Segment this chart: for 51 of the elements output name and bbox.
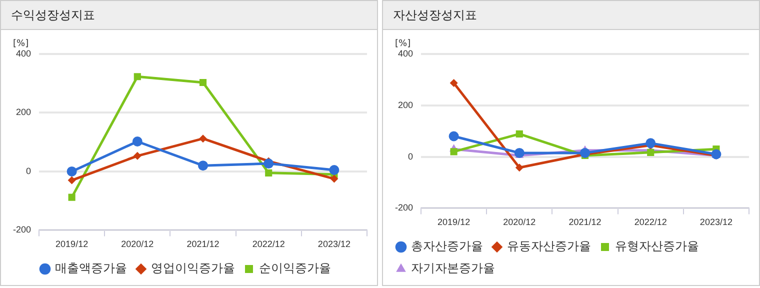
point (199, 78, 207, 86)
point (264, 158, 274, 169)
legend-label: 순이익증가율 (259, 261, 331, 276)
point (646, 138, 656, 148)
point (450, 148, 458, 156)
y-tick-label: 0 (408, 151, 414, 162)
point (199, 134, 208, 143)
y-tick-label: 0 (26, 166, 32, 176)
legend-label: 총자산증가율 (411, 239, 483, 254)
point (68, 194, 76, 201)
point (134, 73, 141, 80)
y-tick-label: 400 (16, 48, 32, 58)
y-tick-label: -200 (13, 224, 32, 235)
chart-title: 수익성장성지표 (1, 1, 377, 30)
point (198, 160, 208, 171)
x-tick-label: 2021/12 (186, 239, 220, 250)
point (515, 164, 524, 172)
y-axis-title: [%] (395, 38, 411, 49)
point (448, 131, 459, 142)
y-axis-title: [%] (13, 38, 29, 49)
x-tick-label: 2021/12 (568, 217, 602, 228)
x-tick-label: 2022/12 (252, 239, 285, 250)
chart-title: 자산성장성지표 (383, 1, 759, 30)
y-tick-label: 200 (398, 100, 414, 110)
point (330, 174, 338, 183)
x-tick-label: 2023/12 (700, 217, 732, 228)
x-tick-label: 2022/12 (634, 217, 667, 228)
point (514, 148, 524, 158)
point (265, 169, 272, 176)
x-tick-label: 2023/12 (318, 239, 350, 250)
x-tick-label: 2020/12 (121, 239, 154, 250)
point (68, 176, 76, 184)
y-tick-label: 400 (398, 48, 414, 58)
legend-label: 유형자산증가율 (615, 239, 699, 254)
y-tick-label: -200 (395, 202, 414, 213)
x-tick-label: 2019/12 (56, 239, 88, 250)
legend-label: 매출액증가율 (55, 261, 127, 276)
point (133, 152, 142, 160)
legend-label: 유동자산증가율 (507, 239, 591, 254)
legend-label: 영업이익증가율 (151, 261, 235, 276)
point (647, 148, 654, 156)
point (132, 136, 142, 147)
point (66, 166, 77, 176)
point (580, 148, 590, 158)
point (516, 130, 523, 138)
x-tick-label: 2019/12 (438, 217, 470, 228)
x-tick-label: 2020/12 (503, 217, 536, 228)
y-tick-label: 200 (16, 107, 32, 118)
point (329, 165, 340, 175)
legend-label: 자기자본증가율 (411, 261, 495, 276)
point (450, 79, 458, 88)
